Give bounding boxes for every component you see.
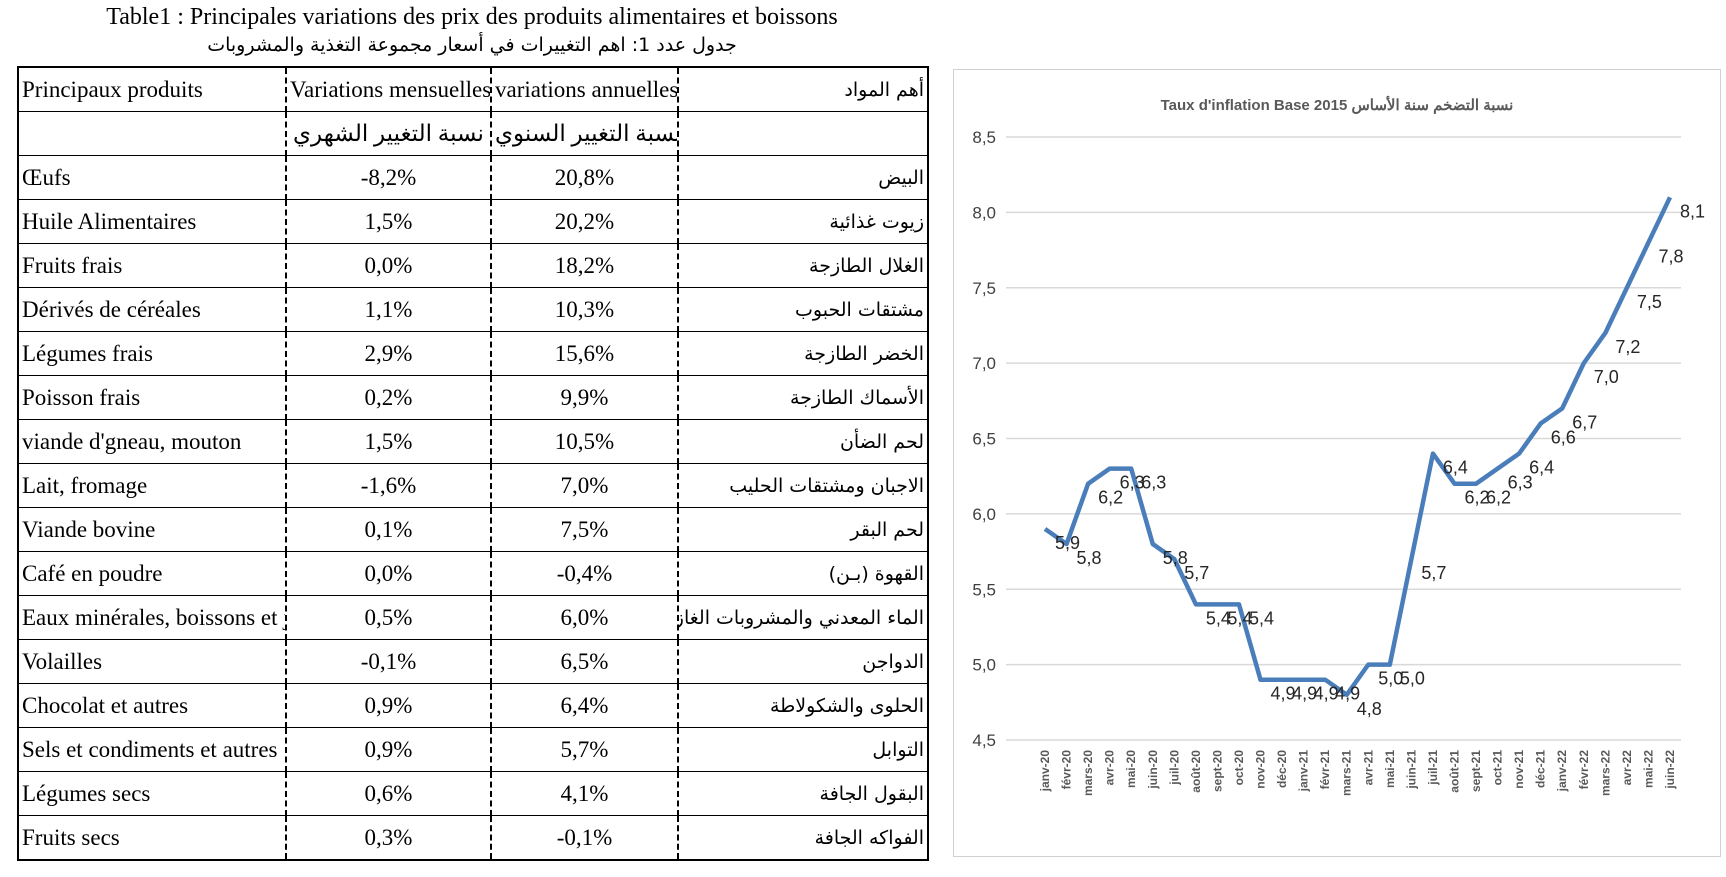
table-cell: viande d'gneau, mouton	[17, 419, 286, 464]
table-cell: نسبة التغيير الشهري	[285, 111, 491, 156]
table-cell: Principaux produits	[17, 66, 286, 112]
table-row: Légumes secs 0,6% 4,1% البقول الجافة	[17, 771, 928, 816]
table-subtitle: جدول عدد 1: اهم التغييرات في أسعار مجموع…	[207, 34, 737, 56]
table-cell: الماء المعدني والمشروبات الغازية	[677, 595, 928, 640]
table-cell: -0,1%	[285, 639, 491, 684]
table-cell: Légumes frais	[17, 331, 286, 376]
table-cell: 5,7%	[490, 727, 678, 772]
table-cell	[17, 111, 286, 156]
table-row: Viande bovine 0,1% 7,5% لحم البقر	[17, 507, 928, 552]
table-cell: Dérivés de céréales	[17, 287, 286, 332]
table-cell: Fruits secs	[17, 815, 286, 861]
table-cell: الدواجن	[677, 639, 928, 684]
table-cell: -1,6%	[285, 463, 491, 508]
table-row: Fruits secs 0,3% -0,1% الفواكه الجافة	[17, 815, 928, 861]
table-cell: 2,9%	[285, 331, 491, 376]
table-cell: 6,4%	[490, 683, 678, 728]
table-cell: 0,3%	[285, 815, 491, 861]
table-cell: Volailles	[17, 639, 286, 684]
table-cell: Variations mensuelles	[285, 66, 491, 112]
table-cell: Lait, fromage	[17, 463, 286, 508]
table-row: Principaux produits Variations mensuelles…	[17, 66, 928, 112]
table-cell: 1,1%	[285, 287, 491, 332]
table-cell: 0,5%	[285, 595, 491, 640]
table-cell: 18,2%	[490, 243, 678, 288]
table-cell: 20,2%	[490, 199, 678, 244]
table-row: Chocolat et autres 0,9% 6,4% الحلوى والشكول…	[17, 683, 928, 728]
table-cell: Légumes secs	[17, 771, 286, 816]
table-row: Huile Alimentaires 1,5% 20,2% زيوت غذائية	[17, 199, 928, 244]
table-cell: البيض	[677, 155, 928, 200]
table-cell: 1,5%	[285, 199, 491, 244]
table-cell: -8,2%	[285, 155, 491, 200]
table-row: نسبة التغيير الشهري نسبة التغيير السنوي	[17, 111, 928, 156]
table-cell: 7,5%	[490, 507, 678, 552]
table-cell: 1,5%	[285, 419, 491, 464]
table-cell: 6,0%	[490, 595, 678, 640]
table-cell: زيوت غذائية	[677, 199, 928, 244]
price-table: Principaux produits Variations mensuelles…	[17, 66, 929, 861]
table-cell: البقول الجافة	[677, 771, 928, 816]
table-cell: 0,2%	[285, 375, 491, 420]
table-cell: 10,5%	[490, 419, 678, 464]
table-cell: Eaux minérales, boissons et ju	[17, 595, 286, 640]
table-cell: مشتقات الحبوب	[677, 287, 928, 332]
table-cell: التوابل	[677, 727, 928, 772]
table-cell: variations annuelles	[490, 66, 678, 112]
table-cell: 0,0%	[285, 243, 491, 288]
table-row: Poisson frais 0,2% 9,9% الأسماك الطازجة	[17, 375, 928, 420]
table-cell: 6,5%	[490, 639, 678, 684]
table-cell	[677, 111, 928, 156]
table-cell: Café en poudre	[17, 551, 286, 596]
table-row: Fruits frais 0,0% 18,2% الغلال الطازجة	[17, 243, 928, 288]
table-cell: 0,9%	[285, 683, 491, 728]
table-cell: 0,9%	[285, 727, 491, 772]
table-cell: Chocolat et autres	[17, 683, 286, 728]
table-cell: 0,6%	[285, 771, 491, 816]
table-cell: Sels et condiments et autres	[17, 727, 286, 772]
table-cell: Poisson frais	[17, 375, 286, 420]
table-cell: نسبة التغيير السنوي	[490, 111, 678, 156]
table-cell: أهم المواد	[677, 66, 928, 112]
table-cell: Fruits frais	[17, 243, 286, 288]
table-row: Œufs -8,2% 20,8% البيض	[17, 155, 928, 200]
table-cell: 4,1%	[490, 771, 678, 816]
table-cell: 9,9%	[490, 375, 678, 420]
table-row: Volailles -0,1% 6,5% الدواجن	[17, 639, 928, 684]
table-row: Eaux minérales, boissons et ju 0,5% 6,0% ال…	[17, 595, 928, 640]
table-cell: Viande bovine	[17, 507, 286, 552]
table-row: Dérivés de céréales 1,1% 10,3% مشتقات الحبو…	[17, 287, 928, 332]
table-row: viande d'gneau, mouton 1,5% 10,5% لحم الضأن	[17, 419, 928, 464]
table-row: Lait, fromage -1,6% 7,0% الاجبان ومشتقات ال…	[17, 463, 928, 508]
table-cell: 7,0%	[490, 463, 678, 508]
table-title: Table1 : Principales variations des prix…	[106, 4, 838, 30]
table-cell: Œufs	[17, 155, 286, 200]
table-cell: لحم البقر	[677, 507, 928, 552]
table-cell: 20,8%	[490, 155, 678, 200]
table-cell: الحلوى والشكولاطة	[677, 683, 928, 728]
table-row: Café en poudre 0,0% -0,4% القهوة (بـن)	[17, 551, 928, 596]
table-cell: Huile Alimentaires	[17, 199, 286, 244]
table-cell: 0,0%	[285, 551, 491, 596]
table-cell: الاجبان ومشتقات الحليب	[677, 463, 928, 508]
table-row: Légumes frais 2,9% 15,6% الخضر الطازجة	[17, 331, 928, 376]
table-cell: -0,1%	[490, 815, 678, 861]
table-cell: الخضر الطازجة	[677, 331, 928, 376]
table-cell: الفواكه الجافة	[677, 815, 928, 861]
table-cell: الأسماك الطازجة	[677, 375, 928, 420]
table-cell: 15,6%	[490, 331, 678, 376]
table-row: Sels et condiments et autres 0,9% 5,7% التو…	[17, 727, 928, 772]
table-cell: 10,3%	[490, 287, 678, 332]
table-cell: لحم الضأن	[677, 419, 928, 464]
table-cell: -0,4%	[490, 551, 678, 596]
table-cell: القهوة (بـن)	[677, 551, 928, 596]
table-cell: 0,1%	[285, 507, 491, 552]
table-cell: الغلال الطازجة	[677, 243, 928, 288]
chart-panel	[953, 69, 1721, 857]
